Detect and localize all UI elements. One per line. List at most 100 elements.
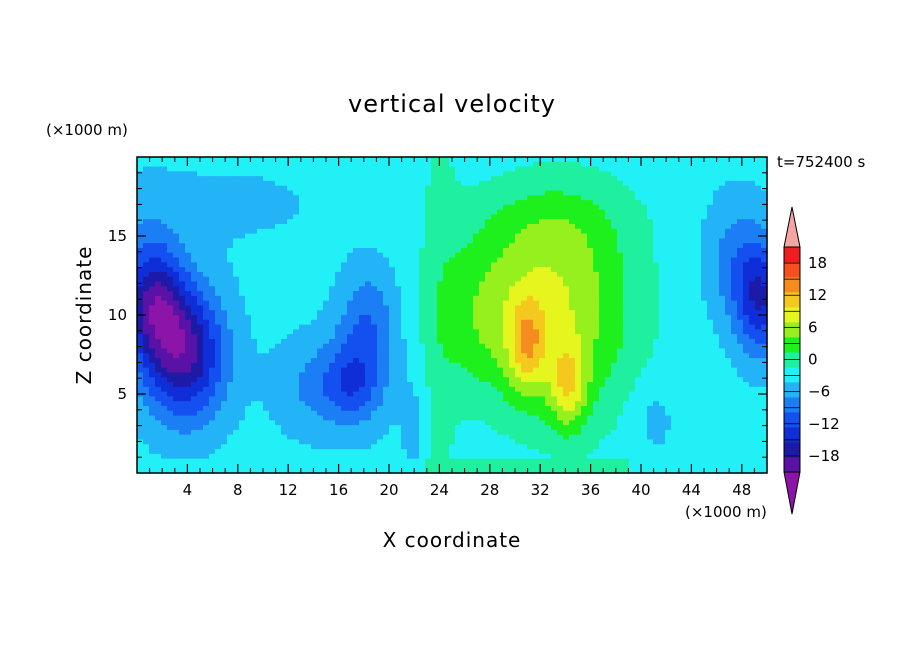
contour-cell <box>737 257 744 263</box>
contour-cell <box>479 252 486 259</box>
contour-cell <box>569 348 576 354</box>
contour-cell <box>365 334 372 340</box>
contour-cell <box>383 267 390 273</box>
contour-cell <box>197 166 204 172</box>
contour-cell <box>149 157 156 163</box>
contour-cell <box>155 324 162 330</box>
contour-cell <box>389 305 396 311</box>
contour-cell <box>749 324 756 330</box>
contour-cell <box>137 353 144 359</box>
contour-cell <box>227 382 234 388</box>
contour-cell <box>329 334 336 340</box>
contour-cell <box>599 171 606 177</box>
contour-cell <box>341 243 348 249</box>
contour-cell <box>167 185 174 192</box>
contour-cell <box>617 195 624 201</box>
contour-cell <box>569 377 576 383</box>
contour-cell <box>647 377 654 383</box>
contour-cell <box>137 329 144 335</box>
contour-cell <box>275 238 282 244</box>
contour-cell <box>365 247 372 254</box>
contour-cell <box>629 257 636 263</box>
contour-cell <box>323 367 330 374</box>
contour-cell <box>689 200 696 206</box>
contour-cell <box>689 348 696 354</box>
contour-cell <box>563 161 570 168</box>
contour-cell <box>431 358 438 364</box>
contour-cell <box>665 171 672 177</box>
contour-cell <box>173 329 180 335</box>
contour-cell <box>143 243 150 249</box>
contour-cell <box>491 291 498 297</box>
contour-cell <box>689 171 696 177</box>
contour-cell <box>635 338 642 345</box>
contour-cell <box>179 281 186 287</box>
contour-cell <box>371 343 378 350</box>
contour-cell <box>269 257 276 263</box>
contour-cell <box>323 243 330 249</box>
contour-cell <box>413 176 420 182</box>
contour-cell <box>479 372 486 378</box>
contour-cell <box>335 204 342 211</box>
contour-cell <box>317 233 324 239</box>
contour-cell <box>395 315 402 321</box>
contour-cell <box>557 243 564 249</box>
contour-cell <box>647 190 654 196</box>
contour-cell <box>293 382 300 388</box>
contour-cell <box>251 338 258 345</box>
contour-cell <box>503 200 510 206</box>
contour-cell <box>629 209 636 216</box>
contour-cell <box>437 224 444 230</box>
contour-cell <box>311 382 318 388</box>
contour-cell <box>671 343 678 350</box>
contour-cell <box>743 334 750 340</box>
contour-cell <box>197 276 204 283</box>
contour-cell <box>377 228 384 235</box>
contour-cell <box>305 291 312 297</box>
contour-cell <box>605 243 612 249</box>
contour-cell <box>335 276 342 283</box>
contour-cell <box>173 382 180 388</box>
contour-cell <box>167 180 174 187</box>
contour-cell <box>197 243 204 249</box>
contour-cell <box>281 209 288 216</box>
contour-cell <box>497 224 504 230</box>
contour-cell <box>719 157 726 163</box>
contour-cell <box>287 195 294 201</box>
contour-cell <box>167 286 174 292</box>
contour-cell <box>281 243 288 249</box>
contour-cell <box>569 204 576 211</box>
contour-cell <box>587 324 594 330</box>
contour-cell <box>437 329 444 335</box>
contour-cell <box>323 224 330 230</box>
contour-cell <box>215 238 222 244</box>
contour-cell <box>605 367 612 374</box>
contour-cell <box>173 319 180 326</box>
contour-cell <box>443 319 450 326</box>
contour-cell <box>467 295 474 302</box>
contour-cell <box>641 343 648 350</box>
contour-cell <box>599 219 606 225</box>
contour-cell <box>167 324 174 330</box>
contour-cell <box>419 161 426 168</box>
contour-cell <box>689 334 696 340</box>
contour-cell <box>599 228 606 235</box>
contour-cell <box>713 262 720 268</box>
contour-cell <box>305 247 312 254</box>
contour-cell <box>737 377 744 383</box>
contour-cell <box>233 291 240 297</box>
contour-cell <box>473 243 480 249</box>
contour-cell <box>329 310 336 316</box>
contour-cell <box>695 286 702 292</box>
contour-cell <box>311 276 318 283</box>
contour-cell <box>539 267 546 273</box>
contour-cell <box>269 310 276 316</box>
contour-cell <box>695 166 702 172</box>
contour-cell <box>341 291 348 297</box>
contour-cell <box>599 238 606 244</box>
contour-cell <box>695 228 702 235</box>
contour-cell <box>695 377 702 383</box>
contour-cell <box>215 362 222 369</box>
contour-cell <box>431 252 438 259</box>
contour-cell <box>437 382 444 388</box>
